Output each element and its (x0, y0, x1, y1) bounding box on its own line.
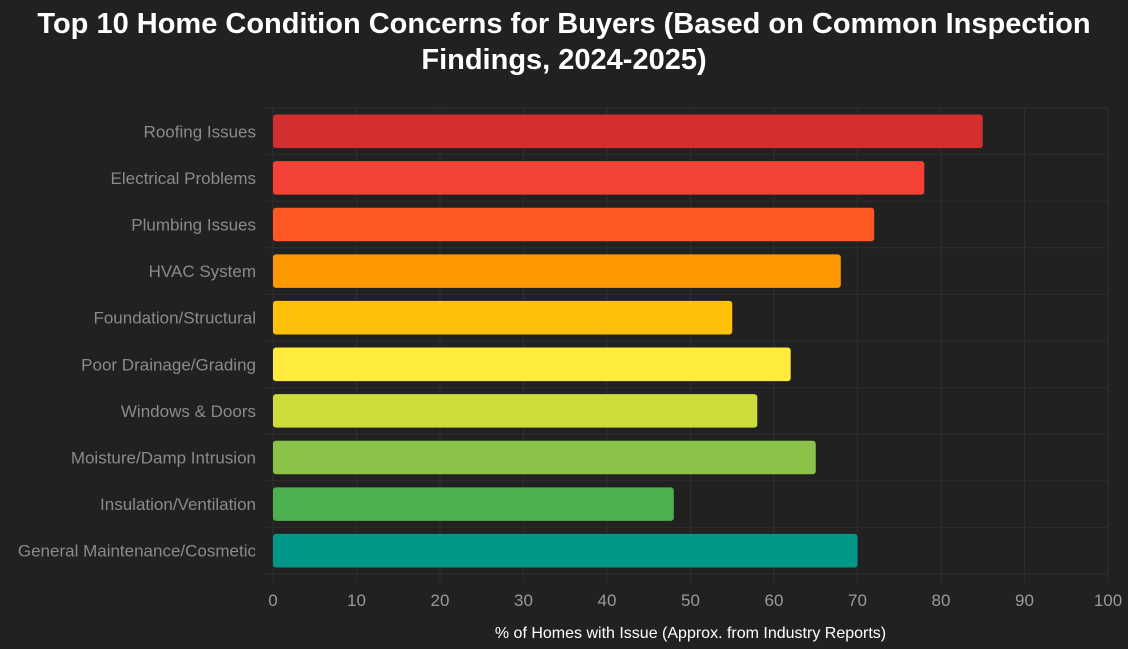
bar[interactable] (273, 207, 875, 242)
x-tick-label: 70 (848, 591, 867, 610)
category-label: Moisture/Damp Intrusion (71, 449, 256, 468)
x-tick-label: 20 (431, 591, 450, 610)
category-labels: Roofing Issues Electrical Problems Plumbin… (18, 122, 257, 560)
x-tick-labels: 0 10 20 30 40 50 60 70 80 90 100 (268, 591, 1122, 610)
category-label: Roofing Issues (144, 122, 256, 141)
x-tick-label: 100 (1094, 591, 1122, 610)
x-tick-label: 0 (268, 591, 277, 610)
x-tick-label: 30 (514, 591, 533, 610)
category-label: General Maintenance/Cosmetic (18, 542, 257, 561)
category-label: Windows & Doors (121, 402, 256, 421)
x-tick-label: 90 (1015, 591, 1034, 610)
category-label: Electrical Problems (111, 169, 257, 188)
category-label: Plumbing Issues (131, 216, 256, 235)
bars (273, 114, 983, 568)
x-tick-label: 60 (765, 591, 784, 610)
category-label: Insulation/Ventilation (100, 495, 256, 514)
bar[interactable] (273, 347, 791, 382)
category-label: Foundation/Structural (93, 309, 256, 328)
bar[interactable] (273, 114, 983, 149)
bar[interactable] (273, 161, 925, 195)
category-label: HVAC System (149, 262, 256, 281)
x-tick-label: 10 (347, 591, 366, 610)
chart-title: Top 10 Home Condition Concerns for Buyer… (37, 8, 1091, 76)
bar[interactable] (273, 394, 758, 428)
x-axis-title: % of Homes with Issue (Approx. from Indu… (495, 625, 886, 642)
bar[interactable] (273, 487, 674, 521)
x-tick-label: 80 (932, 591, 951, 610)
x-tick-label: 50 (681, 591, 700, 610)
x-tick-label: 40 (598, 591, 617, 610)
bar[interactable] (273, 533, 858, 568)
bar[interactable] (273, 254, 841, 288)
bar[interactable] (273, 300, 733, 335)
bar[interactable] (273, 440, 816, 475)
category-label: Poor Drainage/Grading (81, 355, 256, 374)
